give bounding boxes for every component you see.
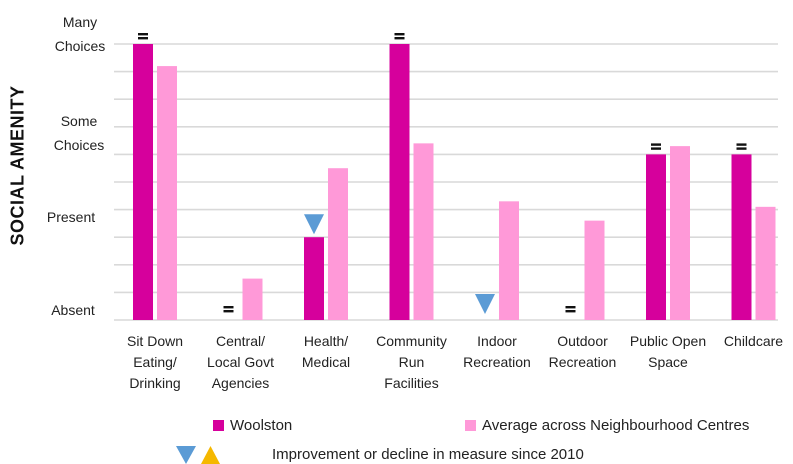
no-change-marker [736,147,747,150]
category-label-line: Space [648,354,688,370]
gridlines [114,43,778,321]
category-label-line: Facilities [384,375,439,391]
no-change-marker [138,33,148,36]
no-change-marker [394,33,405,36]
legend-swatch-average [465,420,476,431]
bar-average-4 [413,143,434,320]
category-label-line: Sit Down [126,333,184,349]
bar-woolston-7 [646,154,666,320]
category-label: Outdoor Recreation [535,331,631,373]
decline-marker [304,214,324,235]
y-axis-title: SOCIAL AMENITY [7,85,28,246]
bar-average-7 [670,146,690,320]
category-label: Public Open Space [620,331,716,373]
bar-woolston-3 [304,237,324,320]
y-tick-many-line2: Choices [54,38,106,54]
y-tick-many-line1: Many [62,14,98,30]
y-tick-present: Present [46,209,96,225]
legend-change-note: Improvement or decline in measure since … [272,446,584,463]
change-markers [138,33,747,314]
y-tick-absent: Absent [51,302,95,318]
bar-average-1 [157,66,177,320]
legend-improvement-triangle [201,446,220,464]
no-change-marker [651,147,661,150]
bar-average-5 [499,201,519,320]
category-label-line: Public Open [629,333,707,349]
no-change-marker [223,310,234,313]
no-change-marker [651,143,661,146]
category-label-line: Central/ [215,333,266,349]
legend-label-woolston: Woolston [230,417,293,434]
bar-average-2 [242,278,263,320]
bar-woolston-1 [133,44,153,320]
category-label-line: Outdoor [557,333,608,349]
category-label-line: Local Govt [207,354,274,370]
category-label: Indoor Recreation [449,331,545,373]
legend-swatch-woolston [213,420,224,431]
legend-triangles [176,446,220,464]
y-tick-some-choices: Some Choices [44,109,114,157]
category-label: Childcare [706,331,793,352]
bar-average-6 [584,220,605,320]
category-label-line: Recreation [548,354,617,370]
category-label: Central/Local Govt Agencies [193,331,289,394]
legend-label-average: Average across Neighbourhood Centres [482,417,750,434]
no-change-marker [138,37,148,40]
y-tick-some-line2: Choices [53,137,105,153]
category-label-line: Eating/ [133,354,177,370]
category-label-line: Run [398,354,425,370]
legend-decline-triangle [176,446,196,464]
bar-woolston-8 [731,154,752,320]
category-label-line: Indoor [477,333,517,349]
category-label-line: Community [376,333,447,349]
no-change-marker [565,306,576,309]
category-label-line: Medical [301,354,351,370]
category-label: Health/Medical [278,331,374,373]
category-label-line: Recreation [463,354,531,370]
no-change-marker [394,37,405,40]
no-change-marker [736,143,747,146]
category-label-line: Health/ [303,333,349,349]
no-change-marker [565,310,576,313]
bars [133,44,776,320]
bar-woolston-4 [389,44,410,320]
category-label: Sit Down Eating/Drinking [107,331,203,394]
category-label: Community Run Facilities [364,331,460,394]
category-label-line: Drinking [129,375,181,391]
legend-woolston: Woolston [213,417,292,434]
y-tick-some-line1: Some [60,113,98,129]
category-label-line: Childcare [723,333,784,349]
bar-average-3 [328,168,348,320]
decline-marker [475,294,495,314]
category-label-line: Agencies [211,375,270,391]
no-change-marker [223,306,234,309]
legend-average: Average across Neighbourhood Centres [465,417,749,434]
y-tick-many-choices: Many Choices [50,10,110,58]
bar-average-8 [755,206,776,320]
